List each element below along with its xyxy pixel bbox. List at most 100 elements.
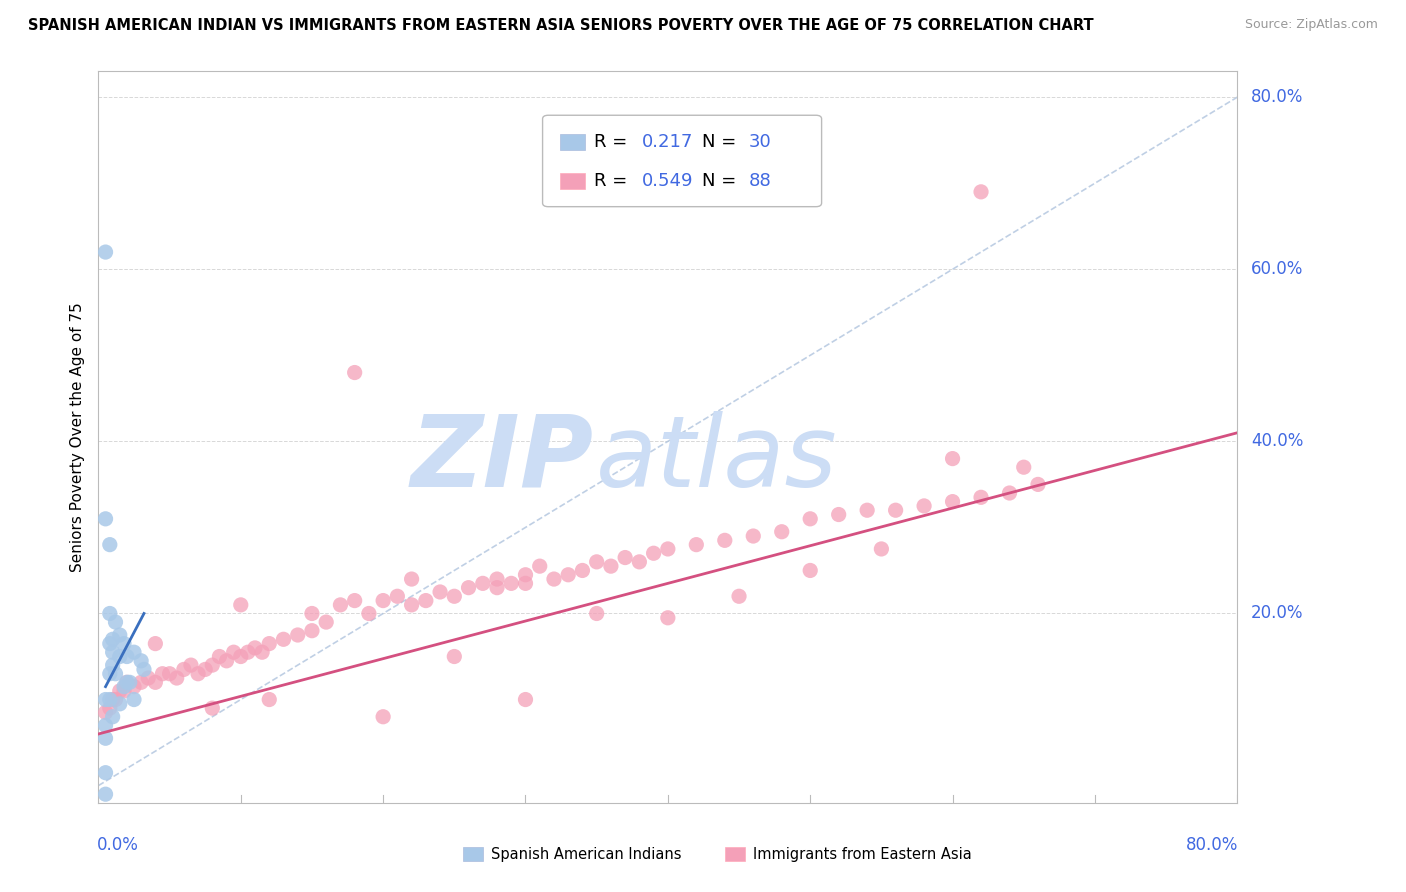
Point (115, 649, 138, 664)
Point (970, 491, 993, 505)
Text: 80.0%: 80.0% (1187, 836, 1239, 854)
Point (685, 538, 707, 552)
Point (94, 731, 117, 746)
Point (401, 598, 423, 612)
Text: N =: N = (702, 133, 742, 152)
Point (94, 706, 117, 720)
Text: atlas: atlas (596, 410, 838, 508)
Point (657, 541, 679, 556)
Point (828, 508, 851, 522)
Point (343, 366, 366, 380)
Point (259, 637, 281, 651)
Y-axis label: Seniors Poverty Over the Age of 75: Seniors Poverty Over the Age of 75 (69, 302, 84, 572)
Point (401, 572, 423, 586)
Point (108, 628, 131, 642)
Point (101, 710, 124, 724)
Point (101, 658, 124, 673)
Point (98, 538, 121, 552)
Point (180, 658, 202, 673)
Text: 30: 30 (749, 133, 772, 152)
Text: 88: 88 (749, 172, 772, 190)
Point (108, 697, 131, 711)
Point (856, 503, 879, 517)
Point (343, 593, 366, 607)
Point (912, 499, 935, 513)
Text: R =: R = (593, 172, 633, 190)
Point (557, 567, 579, 582)
Point (273, 632, 295, 647)
Point (585, 607, 607, 621)
Point (250, 645, 273, 659)
Point (1012, 460, 1035, 475)
Point (201, 701, 224, 715)
Bar (463, 847, 484, 861)
Point (104, 615, 127, 629)
Text: 20.0%: 20.0% (1251, 605, 1303, 623)
Point (259, 692, 281, 706)
Point (600, 559, 623, 574)
Bar (560, 135, 585, 151)
Point (728, 589, 751, 603)
Point (236, 645, 259, 659)
Point (443, 649, 465, 664)
Text: 40.0%: 40.0% (1251, 433, 1303, 450)
Point (799, 512, 821, 526)
Point (543, 572, 565, 586)
Point (115, 675, 138, 690)
Point (486, 581, 509, 595)
Point (229, 598, 252, 612)
Point (884, 503, 907, 517)
Point (714, 533, 737, 548)
Text: Immigrants from Eastern Asia: Immigrants from Eastern Asia (754, 847, 972, 862)
Point (486, 572, 509, 586)
Point (145, 675, 167, 690)
Text: R =: R = (593, 133, 633, 152)
Point (104, 666, 127, 681)
Point (1026, 477, 1049, 491)
Point (301, 607, 323, 621)
Point (357, 607, 380, 621)
Point (222, 645, 245, 659)
Point (94, 787, 117, 801)
Point (515, 567, 537, 582)
Point (101, 632, 124, 647)
Point (415, 593, 437, 607)
Text: ZIP: ZIP (411, 410, 593, 508)
Point (187, 666, 209, 681)
Point (108, 684, 131, 698)
Point (585, 555, 607, 569)
Point (94, 512, 117, 526)
Point (215, 654, 238, 668)
Point (98, 692, 121, 706)
Point (145, 637, 167, 651)
Point (122, 680, 145, 694)
Point (571, 564, 593, 578)
Point (129, 675, 152, 690)
Point (166, 671, 188, 685)
Point (614, 550, 637, 565)
Point (194, 662, 217, 676)
Point (94, 692, 117, 706)
Point (98, 666, 121, 681)
Point (799, 564, 821, 578)
Point (201, 658, 224, 673)
Point (98, 701, 121, 715)
Point (515, 576, 537, 591)
Point (104, 692, 127, 706)
Point (657, 611, 679, 625)
Text: Spanish American Indians: Spanish American Indians (491, 847, 682, 862)
Point (870, 541, 893, 556)
Point (387, 589, 409, 603)
Point (118, 675, 141, 690)
Point (942, 494, 965, 508)
Point (443, 589, 465, 603)
Point (129, 654, 152, 668)
Point (112, 680, 135, 694)
Text: 0.0%: 0.0% (97, 836, 139, 854)
Point (132, 662, 155, 676)
Text: N =: N = (702, 172, 742, 190)
Point (457, 581, 479, 595)
Point (101, 692, 124, 706)
Point (108, 649, 131, 664)
Point (94, 718, 117, 732)
